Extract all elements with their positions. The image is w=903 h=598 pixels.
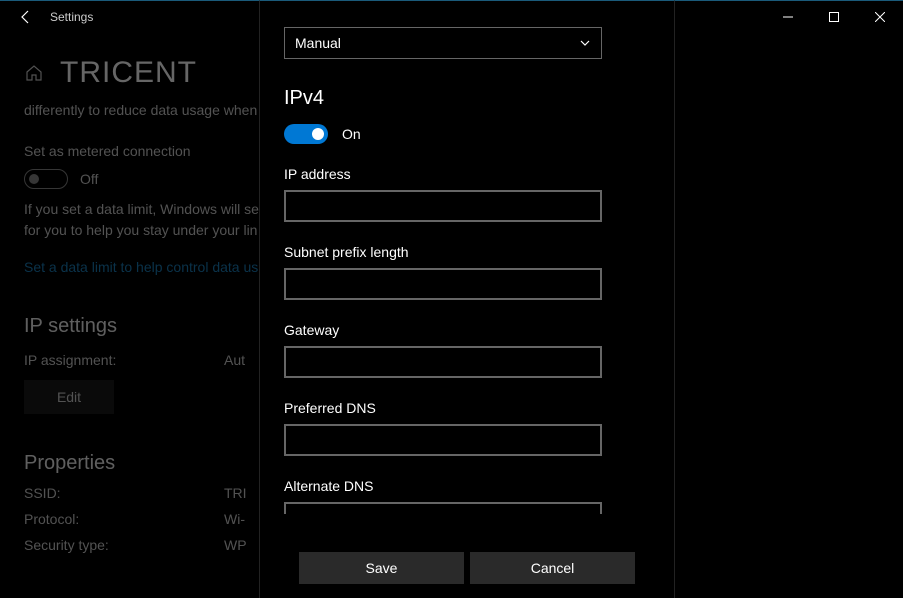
ipv4-toggle[interactable] bbox=[284, 124, 328, 144]
ip-address-input[interactable] bbox=[284, 190, 602, 222]
cancel-button[interactable]: Cancel bbox=[470, 552, 635, 584]
ip-mode-select-value: Manual bbox=[295, 35, 579, 51]
subnet-prefix-input[interactable] bbox=[284, 268, 602, 300]
gateway-label: Gateway bbox=[284, 322, 650, 338]
chevron-down-icon bbox=[579, 37, 591, 49]
modal-footer: Save Cancel bbox=[260, 538, 674, 598]
ipv4-toggle-state: On bbox=[342, 126, 361, 142]
ip-address-label: IP address bbox=[284, 166, 650, 182]
close-button[interactable] bbox=[857, 1, 903, 33]
subnet-prefix-label: Subnet prefix length bbox=[284, 244, 650, 260]
app-title: Settings bbox=[50, 10, 93, 24]
alternate-dns-label: Alternate DNS bbox=[284, 478, 650, 494]
alternate-dns-input[interactable] bbox=[284, 502, 602, 514]
minimize-button[interactable] bbox=[765, 1, 811, 33]
gateway-input[interactable] bbox=[284, 346, 602, 378]
preferred-dns-input[interactable] bbox=[284, 424, 602, 456]
preferred-dns-label: Preferred DNS bbox=[284, 400, 650, 416]
save-button[interactable]: Save bbox=[299, 552, 464, 584]
maximize-button[interactable] bbox=[811, 1, 857, 33]
back-button[interactable] bbox=[6, 1, 46, 33]
ipv4-heading: IPv4 bbox=[284, 87, 650, 110]
ip-mode-select[interactable]: Manual bbox=[284, 27, 602, 59]
ip-settings-modal: Manual IPv4 On IP address Subnet prefix … bbox=[259, 0, 675, 598]
